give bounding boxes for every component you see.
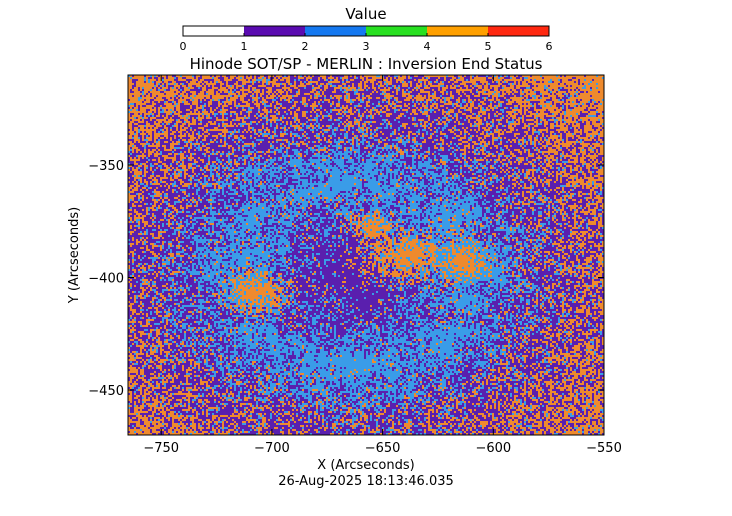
x-tick-label: −650 — [365, 441, 401, 456]
plot-frame — [127, 74, 605, 436]
y-axis-label: Y (Arcseconds) — [67, 207, 82, 304]
y-tick-label: −450 — [88, 384, 124, 399]
colorbar-segment — [427, 26, 488, 36]
colorbar-segment — [366, 26, 427, 36]
chart-title: Hinode SOT/SP - MERLIN : Inversion End S… — [190, 55, 543, 73]
colorbar-tick-label: 5 — [485, 40, 492, 53]
y-tick-label: −400 — [88, 272, 124, 287]
x-axis: −750 −700 −650 −600 −550 — [143, 75, 622, 456]
x-axis-label: X (Arcseconds) — [317, 458, 414, 473]
colorbar-segment — [183, 26, 244, 36]
colorbar-tick-label: 2 — [302, 40, 309, 53]
y-tick-label: −350 — [88, 159, 124, 174]
colorbar-title: Value — [345, 5, 386, 23]
colorbar-segment — [244, 26, 305, 36]
heatmap-image — [128, 75, 604, 435]
heatmap-plot — [127, 74, 605, 436]
colorbar-tick-label: 3 — [363, 40, 370, 53]
x-tick-label: −600 — [475, 441, 511, 456]
colorbar-tick-label: 0 — [180, 40, 187, 53]
x-tick-label: −550 — [586, 441, 622, 456]
colorbar-segment — [488, 26, 549, 36]
colorbar-tick-label: 4 — [424, 40, 431, 53]
y-axis: −350 −400 −450 — [88, 159, 604, 399]
colorbar-segment — [305, 26, 366, 36]
timestamp: 26-Aug-2025 18:13:46.035 — [278, 474, 454, 489]
x-tick-label: −700 — [254, 441, 290, 456]
colorbar-tick-label: 1 — [241, 40, 248, 53]
x-tick-label: −750 — [143, 441, 179, 456]
colorbar-tick-label: 6 — [546, 40, 553, 53]
colorbar-ticks: 0 1 2 3 4 5 6 — [180, 33, 553, 53]
